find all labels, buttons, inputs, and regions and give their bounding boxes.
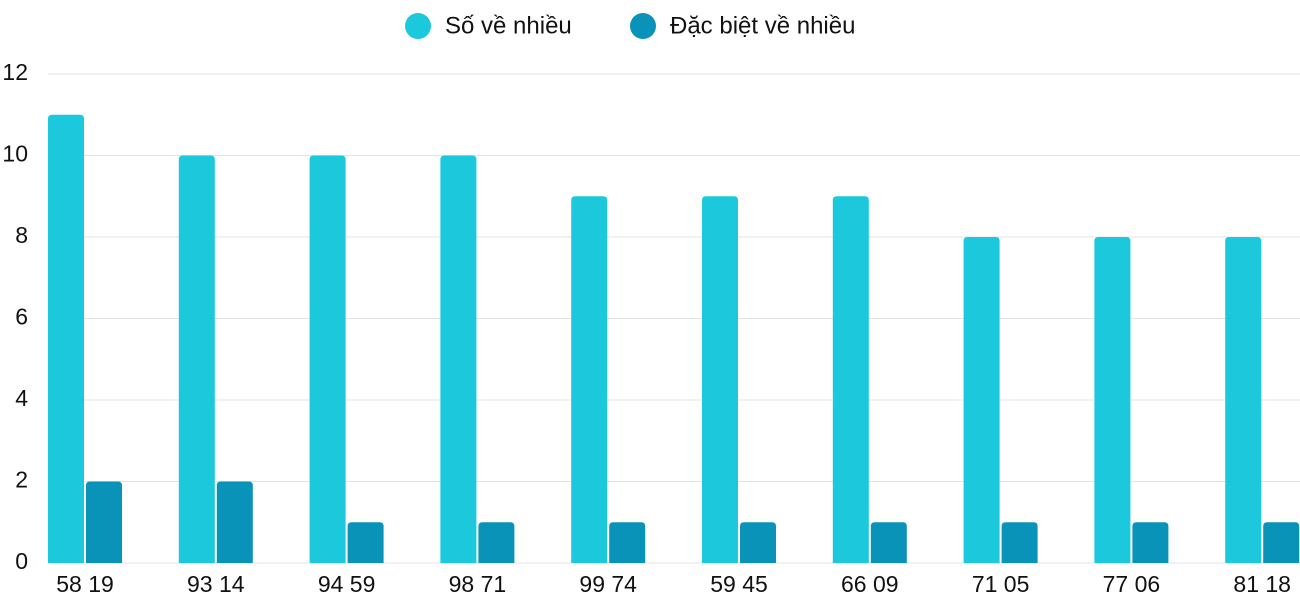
x-tick-label: 58 19	[56, 571, 114, 597]
bar	[440, 155, 477, 563]
legend-swatch	[630, 13, 656, 39]
bar	[702, 196, 738, 563]
bar	[309, 155, 346, 563]
bar	[832, 196, 869, 563]
x-tick-label: 81 18	[1233, 571, 1291, 597]
bar	[571, 196, 608, 563]
bar	[963, 237, 1000, 563]
bar	[1001, 522, 1038, 563]
x-tick-label: 99 74	[579, 571, 637, 597]
x-tick-label: 71 05	[972, 571, 1030, 597]
legend-label: Đặc biệt về nhiều	[670, 12, 855, 39]
bar	[870, 522, 907, 563]
bar	[478, 522, 515, 563]
y-tick-label: 0	[15, 548, 28, 574]
legend-swatch	[405, 13, 431, 39]
x-tick-label: 59 45	[710, 571, 768, 597]
x-tick-label: 93 14	[187, 571, 245, 597]
y-tick-label: 12	[2, 59, 28, 85]
y-tick-label: 8	[15, 222, 28, 248]
bar	[216, 481, 253, 563]
y-tick-label: 2	[15, 467, 28, 493]
bar	[1094, 237, 1131, 563]
bar	[1132, 522, 1169, 563]
bar	[609, 522, 646, 563]
bar	[86, 481, 122, 563]
bar	[1225, 237, 1262, 563]
bar	[178, 155, 215, 563]
bar	[1263, 522, 1300, 563]
legend-label: Số về nhiều	[445, 12, 572, 39]
y-tick-label: 4	[15, 385, 28, 411]
x-tick-label: 66 09	[841, 571, 899, 597]
x-tick-label: 98 71	[449, 571, 507, 597]
bar	[347, 522, 384, 563]
bar	[48, 114, 84, 563]
x-tick-label: 94 59	[318, 571, 376, 597]
x-tick-label: 77 06	[1103, 571, 1161, 597]
bar	[740, 522, 776, 563]
y-tick-label: 6	[15, 304, 28, 330]
y-tick-label: 10	[2, 141, 28, 167]
